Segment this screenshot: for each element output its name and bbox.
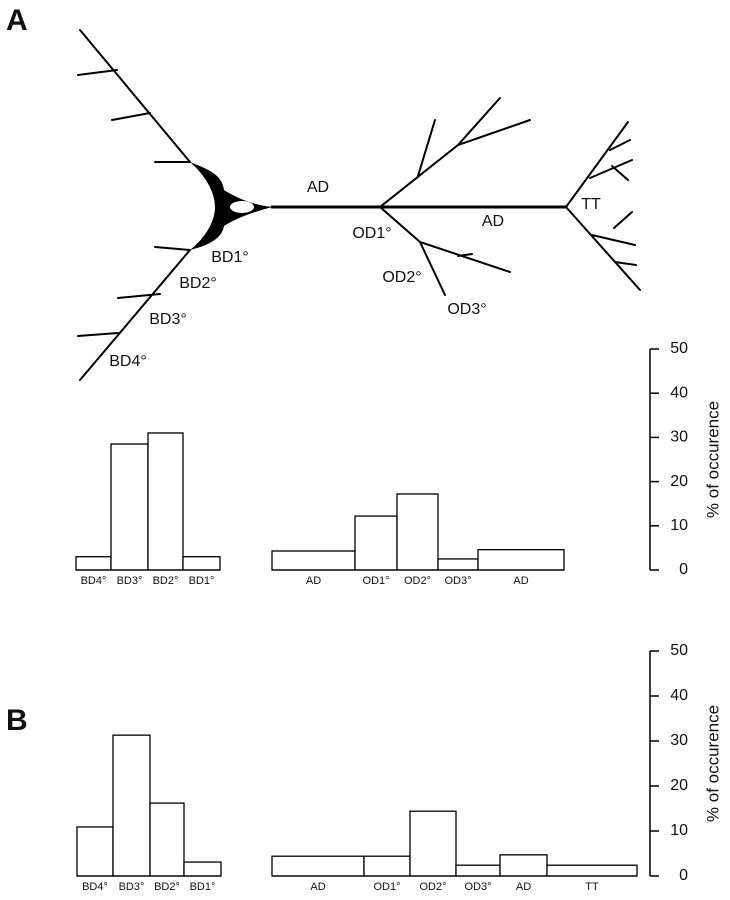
diagram-label: OD2°: [382, 269, 421, 286]
y-tick-label: 50: [670, 340, 688, 357]
bar: [110, 443, 149, 571]
y-tick-label: 50: [670, 642, 688, 659]
y-tick-label: 20: [670, 777, 688, 794]
diagram-label: OD3°: [447, 301, 486, 318]
bar: [363, 855, 411, 877]
bar: [409, 810, 457, 877]
x-tick-label: BD4°: [82, 881, 108, 893]
y-tick-label: 10: [670, 822, 688, 839]
x-tick-label: OD3°: [464, 881, 491, 893]
bar: [112, 734, 151, 877]
x-tick-label: TT: [585, 881, 599, 893]
x-tick-label: BD1°: [189, 575, 215, 587]
bar: [499, 854, 548, 877]
x-tick-label: OD1°: [373, 881, 400, 893]
x-tick-label: OD2°: [419, 881, 446, 893]
y-tick-label: 40: [670, 384, 688, 401]
x-tick-label: OD3°: [444, 575, 471, 587]
y-tick-label: 40: [670, 687, 688, 704]
y-tick-label: 20: [670, 473, 688, 490]
y-axis-label: % of occurence: [703, 705, 722, 822]
y-tick-label: 0: [679, 867, 688, 884]
bar: [76, 826, 114, 877]
y-tick-label: 0: [679, 561, 688, 578]
diagram-label: AD: [307, 179, 329, 196]
nucleus: [230, 201, 254, 213]
branches: [77, 29, 641, 381]
diagram-label: BD1°: [211, 249, 249, 266]
diagram-label: AD: [482, 213, 504, 230]
bar: [396, 493, 439, 571]
x-tick-label: BD1°: [190, 881, 216, 893]
x-tick-label: AD: [513, 575, 528, 587]
bar: [183, 861, 222, 877]
x-tick-label: AD: [516, 881, 531, 893]
x-tick-label: AD: [310, 881, 325, 893]
x-tick-label: OD1°: [362, 575, 389, 587]
panel-label: A: [6, 4, 28, 37]
bar: [182, 556, 221, 571]
bar: [149, 802, 185, 877]
diagram-label: BD3°: [149, 311, 187, 328]
x-tick-label: BD4°: [81, 575, 107, 587]
diagram-label: BD4°: [109, 353, 147, 370]
bar: [271, 550, 356, 571]
bar: [546, 864, 638, 877]
y-tick-label: 10: [670, 517, 688, 534]
bar: [437, 558, 479, 571]
diagram-label: TT: [581, 196, 601, 213]
diagram-label: OD1°: [352, 225, 391, 242]
x-tick-label: BD2°: [153, 575, 179, 587]
y-tick-label: 30: [670, 732, 688, 749]
x-tick-label: BD2°: [154, 881, 180, 893]
bar: [455, 864, 501, 877]
bar: [147, 432, 184, 571]
y-tick-label: 30: [670, 429, 688, 446]
x-tick-label: OD2°: [404, 575, 431, 587]
bar: [477, 549, 565, 571]
y-axis-label: % of occurence: [703, 401, 722, 518]
x-tick-label: BD3°: [119, 881, 145, 893]
x-tick-label: AD: [306, 575, 321, 587]
neuron-diagram: [77, 29, 641, 381]
bar: [354, 515, 398, 571]
diagram-label: BD2°: [179, 275, 217, 292]
bar: [75, 556, 112, 571]
bar: [271, 855, 365, 877]
panel-label: B: [6, 704, 28, 737]
x-tick-label: BD3°: [117, 575, 143, 587]
